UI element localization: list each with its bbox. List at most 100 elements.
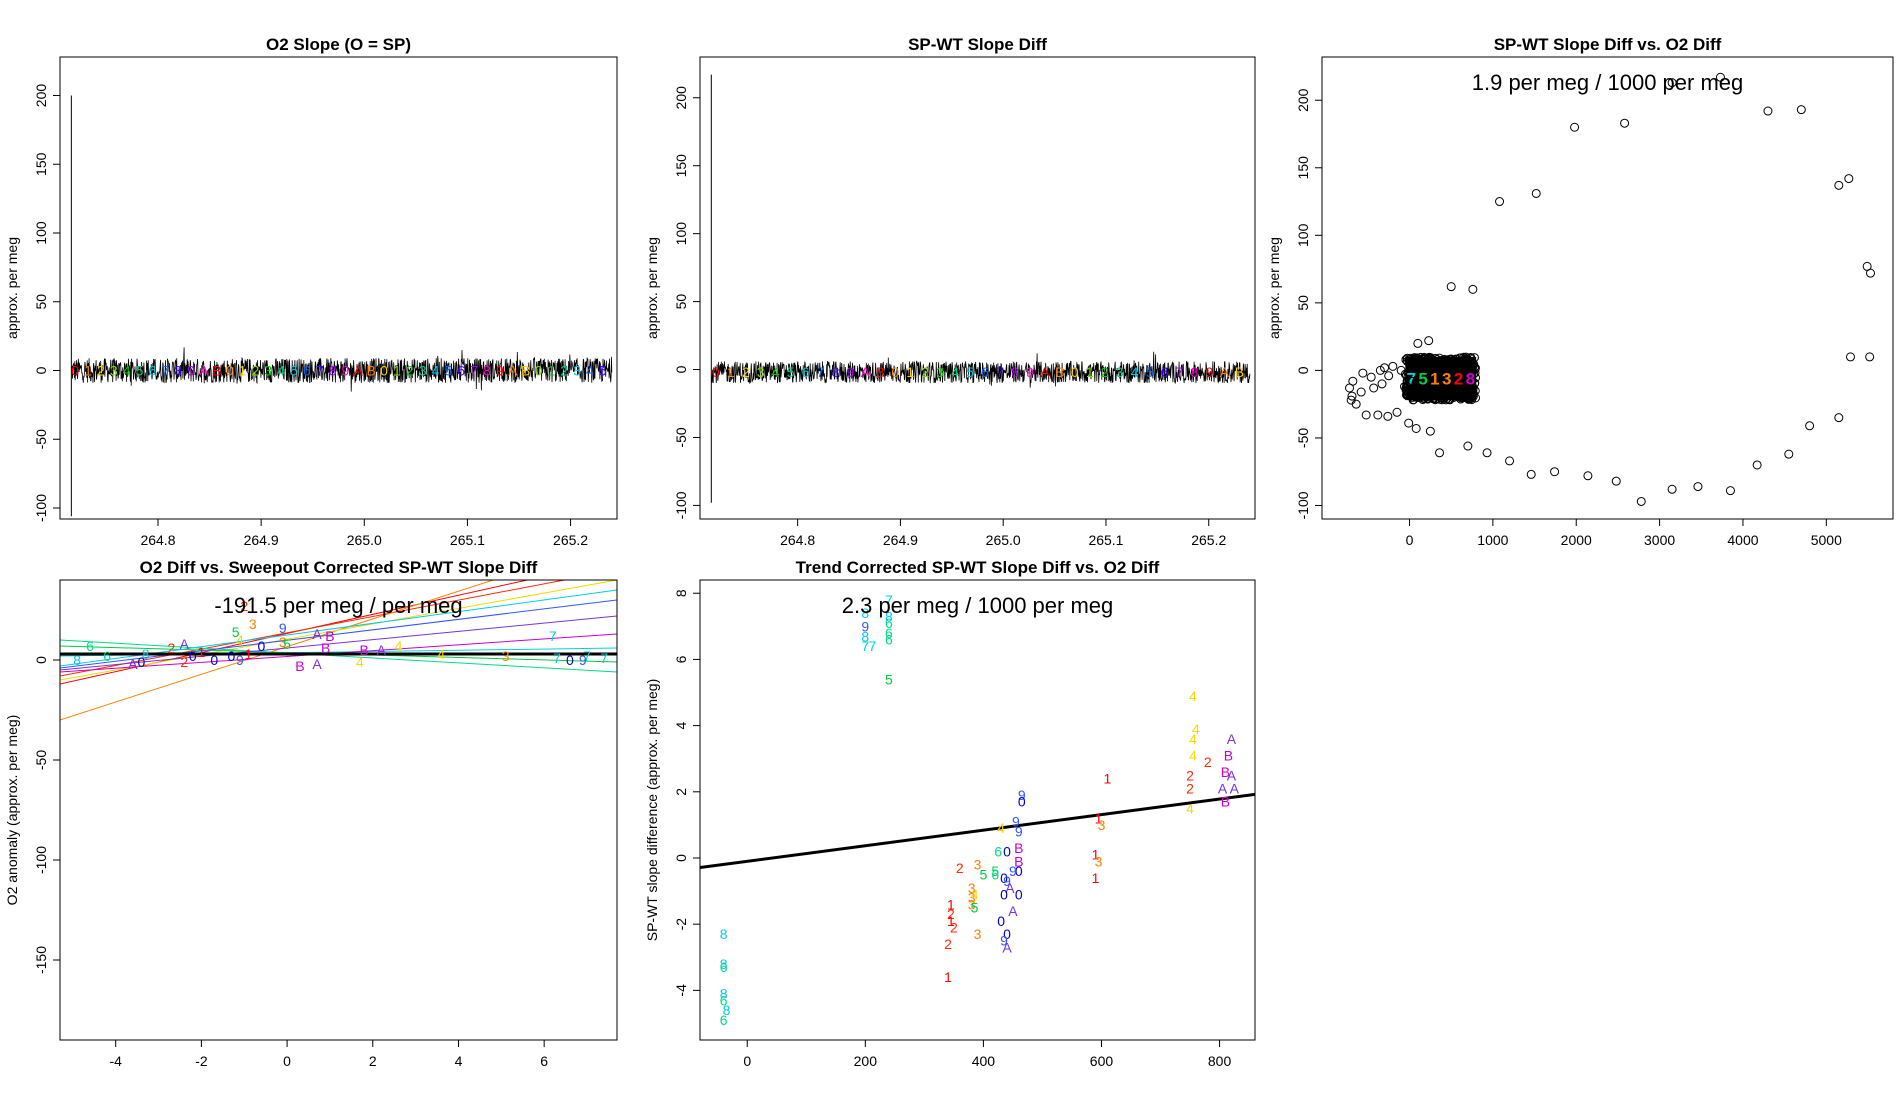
- o2diff-vs-corrected-frame: [59, 579, 618, 1041]
- o2diff-vs-corrected-point-label: 8: [73, 652, 81, 668]
- o2diff-vs-corrected-point-label: 3: [502, 648, 510, 664]
- trend-corrected-point-label: 3: [974, 857, 982, 873]
- o2diff-vs-corrected-point-label: 7: [549, 628, 557, 644]
- spwt-slope-diff-cycle-label: A: [1220, 364, 1230, 380]
- o2-slope-cycle-label: 2: [406, 363, 414, 379]
- o2diff-vs-corrected-point-label: 5: [283, 636, 291, 652]
- spwt-vs-o2-point: [1834, 180, 1844, 190]
- o2diff-vs-corrected-point-label: 2: [240, 598, 248, 614]
- spwt-slope-diff-ytick-label: -100: [673, 491, 689, 519]
- o2-slope-xtick-label: 265.1: [450, 532, 485, 548]
- spwt-vs-o2-point: [1620, 118, 1630, 128]
- spwt-vs-o2-point: [1463, 441, 1473, 451]
- spwt-vs-o2-point: [1636, 496, 1646, 506]
- spwt-vs-o2-xtick-label: 5000: [1811, 532, 1842, 548]
- spwt-vs-o2-cluster-label: 7: [1407, 370, 1416, 389]
- spwt-slope-diff-cycle-label: 1: [727, 364, 735, 380]
- spwt-vs-o2-cluster-label: 8: [1466, 370, 1475, 389]
- o2-slope-xtick-label: 265.2: [553, 532, 588, 548]
- trend-corrected-ytick-label: 0: [673, 854, 689, 862]
- spwt-vs-o2-cluster-label: 2: [1454, 370, 1463, 389]
- spwt-slope-diff-cycle-label: 3: [1116, 364, 1124, 380]
- o2-slope-ytick-label: 0: [33, 366, 49, 374]
- o2diff-vs-corrected-point-label: 4: [356, 654, 364, 670]
- o2-slope-ytick-label: 100: [33, 221, 49, 245]
- o2-slope-xtick-label: 265.0: [347, 532, 382, 548]
- spwt-vs-o2-point: [1373, 410, 1383, 420]
- trend-corrected-point-label: 0: [1003, 926, 1011, 942]
- trend-corrected-point-label: 3: [968, 896, 976, 912]
- trend-corrected-point-label: 6: [991, 867, 999, 883]
- spwt-slope-diff-xtick-label: 265.2: [1191, 532, 1226, 548]
- o2-slope-cycle-label: 2: [251, 363, 259, 379]
- trend-corrected-ytick-label: 2: [673, 788, 689, 796]
- spwt-vs-o2-point: [1425, 426, 1435, 436]
- spwt-vs-o2-point: [1377, 379, 1387, 389]
- o2diff-vs-corrected-group-line: [60, 639, 617, 673]
- o2-slope-ytick-label: -100: [33, 494, 49, 522]
- o2-slope-cycle-label: 6: [149, 363, 157, 379]
- spwt-vs-o2-point: [1411, 423, 1421, 433]
- spwt-slope-diff-cycle-label: A: [1040, 364, 1050, 380]
- spwt-vs-o2-point: [1413, 338, 1423, 348]
- spwt-vs-o2-point: [1392, 407, 1402, 417]
- trend-corrected-point-label: 6: [885, 625, 893, 641]
- spwt-vs-o2-cluster-core: [1405, 356, 1477, 401]
- spwt-slope-diff-cycle-label: B: [1055, 364, 1064, 380]
- trend-corrected-point-label: 9: [1000, 933, 1008, 949]
- spwt-slope-diff-cycle-label: 4: [951, 364, 959, 380]
- trend-corrected-point-label: 0: [1018, 794, 1026, 810]
- trend-corrected-point-label: 0: [1015, 886, 1023, 902]
- spwt-vs-o2-point: [1424, 336, 1434, 346]
- trend-corrected-point-label: 0: [1000, 870, 1008, 886]
- o2-slope-cycle-label: 9: [187, 363, 195, 379]
- trend-corrected-point-label: 5: [885, 671, 893, 687]
- o2diff-vs-corrected-group-line: [60, 580, 568, 677]
- o2diff-vs-corrected-point-label: A: [312, 656, 322, 672]
- trend-corrected-point-label: A: [1227, 731, 1237, 747]
- o2-slope-cycle-label: 3: [573, 363, 581, 379]
- o2diff-vs-corrected-point-label: 3: [279, 634, 287, 650]
- o2diff-vs-corrected-point-label: 7: [553, 650, 561, 666]
- spwt-vs-o2-point: [1844, 174, 1854, 184]
- o2diff-vs-corrected-point-label: 9: [236, 652, 244, 668]
- trend-corrected-point-label: 2: [947, 906, 955, 922]
- spwt-vs-o2-frame: [1321, 56, 1894, 520]
- trend-corrected-point-label: 4: [971, 886, 979, 902]
- spwt-slope-diff-title: SP-WT Slope Diff: [908, 35, 1047, 54]
- trend-corrected-ytick-label: 6: [673, 655, 689, 663]
- trend-corrected-xtick-label: 600: [1090, 1053, 1114, 1069]
- spwt-vs-o2-point: [1715, 72, 1725, 82]
- spwt-vs-o2-xtick-label: 0: [1406, 532, 1414, 548]
- o2diff-vs-corrected-point-label: 4: [437, 646, 445, 662]
- spwt-vs-o2-point: [1358, 368, 1368, 378]
- o2diff-vs-corrected-point-label: A: [377, 642, 387, 658]
- spwt-slope-diff-ytick-label: 100: [673, 222, 689, 246]
- trend-corrected-point-label: 3: [968, 890, 976, 906]
- o2diff-vs-corrected-annotation: -191.5 per meg / per meg: [214, 593, 462, 618]
- o2-slope-ytick-label: 150: [33, 152, 49, 176]
- spwt-vs-o2-point: [1351, 399, 1361, 409]
- o2-slope-cycle-label: 0: [71, 363, 79, 379]
- spwt-vs-o2-point: [1446, 282, 1456, 292]
- trend-corrected-point-label: 4: [1192, 721, 1200, 737]
- spwt-slope-diff-cycle-label: 7: [1176, 364, 1184, 380]
- spwt-vs-o2-point: [1667, 78, 1677, 88]
- spwt-slope-diff-xtick-label: 265.0: [986, 532, 1021, 548]
- trend-corrected-point-label: 7: [885, 592, 893, 608]
- spwt-slope-diff-cycle-label: 1: [1086, 364, 1094, 380]
- spwt-slope-diff-cycle-label: 3: [757, 364, 765, 380]
- spwt-vs-o2-point: [1834, 413, 1844, 423]
- o2diff-vs-corrected-point-label: 1: [245, 646, 253, 662]
- trend-corrected-point-label: 7: [869, 638, 877, 654]
- o2-slope-cycle-label: 8: [483, 363, 491, 379]
- o2-slope-cycle-label: A: [199, 363, 209, 379]
- spwt-vs-o2-ytick-label: 100: [1295, 223, 1311, 247]
- spwt-vs-o2-point: [1388, 361, 1398, 371]
- spwt-slope-diff-xtick-label: 264.8: [780, 532, 815, 548]
- spwt-slope-diff-cycle-label: 0: [891, 364, 899, 380]
